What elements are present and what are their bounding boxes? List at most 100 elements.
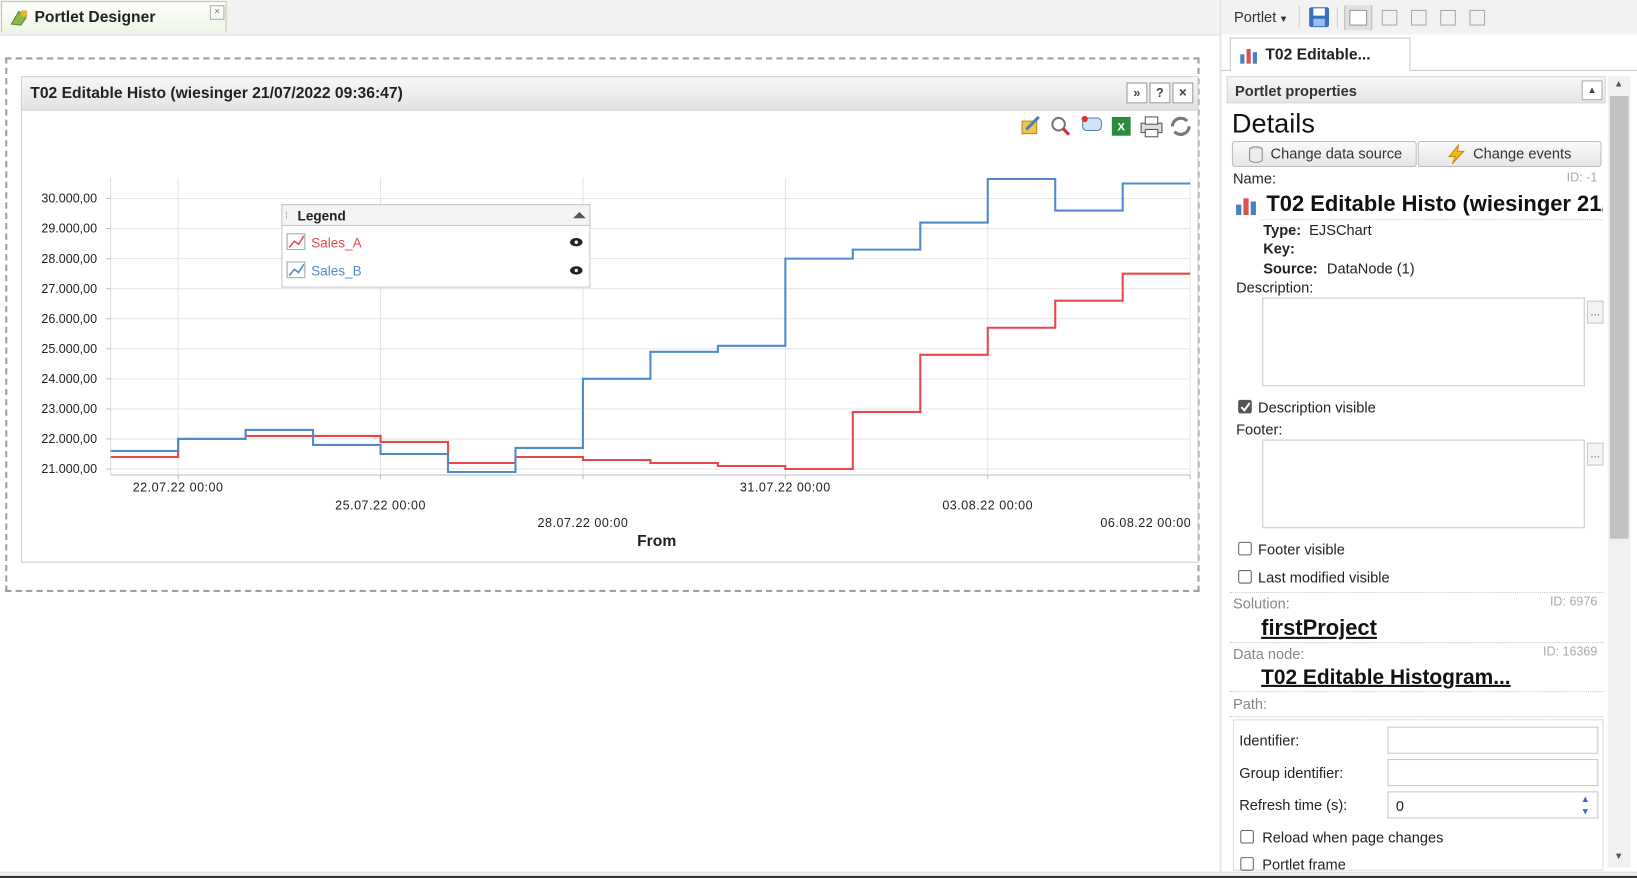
splitter [1219,0,1222,878]
scroll-down[interactable]: ▼ [1614,850,1624,862]
x-tick-label: 28.07.22 00:00 [538,516,629,530]
y-tick-label: 30.000,00 [41,192,97,206]
tab-close[interactable]: × [209,5,225,20]
type-label: Type: [1263,221,1302,239]
chart-toolbar: X [1021,115,1191,138]
spinner[interactable]: ▲ ▼ [1580,793,1590,817]
legend-item[interactable]: Sales_A [286,233,583,251]
y-tick-label: 21.000,00 [41,462,97,476]
x-tick-label: 25.07.22 00:00 [335,498,426,512]
footer-edit-button[interactable]: ... [1586,442,1604,466]
x-tick-label: 06.08.22 00:00 [1100,516,1191,530]
footer-visible-label: Footer visible [1258,540,1345,558]
change-data-source-button[interactable]: Change data source [1231,140,1417,168]
properties-tab-bar [1221,34,1637,71]
legend-icon-line [288,235,305,248]
status-bar [0,871,1637,878]
footer-input[interactable] [1262,439,1585,529]
y-tick-label: 24.000,00 [41,372,97,386]
refresh-icon[interactable] [1170,116,1191,136]
refresh-time-value: 0 [1395,797,1404,815]
data-node-link[interactable]: T02 Editable Histogram... [1261,666,1511,690]
collapse-button[interactable]: ▲ [1581,80,1603,101]
legend: ⁞ Legend Sales_A Sales_B [281,204,591,288]
legend-label: Sales_B [311,264,362,279]
change-events-button[interactable]: Change events [1417,140,1602,168]
frame-label: Portlet frame [1262,856,1346,873]
legend-item[interactable]: Sales_B [286,261,583,279]
close-button[interactable]: × [1172,82,1194,104]
print-icon[interactable] [1140,116,1163,138]
legend-visibility-pupil [574,240,578,244]
x-tick-label: 31.07.22 00:00 [740,481,831,495]
save-icon[interactable] [1309,7,1330,28]
scroll-thumb[interactable] [1609,96,1629,539]
identifier-input[interactable] [1387,726,1599,754]
y-tick-label: 29.000,00 [41,222,97,236]
y-tick-label: 25.000,00 [41,342,97,356]
tab-icon [10,10,28,26]
source-label: Source: [1263,259,1318,277]
reload-checkbox[interactable] [1240,829,1254,844]
legend-title: Legend [298,208,346,223]
portlet: T02 Editable Histo (wiesinger 21/07/2022… [20,76,1199,563]
legend-header [281,204,591,227]
reload-label: Reload when page changes [1262,828,1444,846]
y-tick-label: 23.000,00 [41,402,97,416]
description-visible-checkbox[interactable] [1238,399,1252,414]
data-node-id: ID: 16369 [1542,644,1598,659]
toolbar-icons [1309,5,1486,31]
separator [1229,642,1604,644]
name-id: ID: -1 [1566,170,1598,185]
key-label: Key: [1263,240,1295,257]
legend-label: Sales_A [311,235,362,250]
lightning-icon [1447,144,1465,165]
legend-collapse[interactable] [573,211,586,219]
identifier-label: Identifier: [1239,731,1300,749]
description-edit-button[interactable]: ... [1586,300,1604,324]
edit-icon[interactable] [1021,115,1040,135]
y-tick-label: 28.000,00 [41,252,97,266]
type-value: EJSChart [1309,221,1372,239]
layout-icons[interactable] [1381,9,1486,26]
description-visible-label: Description visible [1258,398,1376,416]
solution-id: ID: 6976 [1549,594,1598,609]
scrollbar[interactable]: ▲ ▼ [1607,76,1631,868]
designer-tab[interactable]: Portlet Designer × [1,1,227,33]
footer-visible-checkbox[interactable] [1238,541,1252,556]
x-axis-title: From [637,533,676,550]
chart-icon [1240,49,1257,64]
expand-button[interactable]: » [1126,82,1148,104]
frame-checkbox[interactable] [1240,857,1254,871]
button-label: Change data source [1270,145,1403,162]
zoom-icon[interactable] [1051,116,1071,136]
comment-icon[interactable] [1081,115,1102,132]
refresh-time-input[interactable]: 0 ▲ ▼ [1387,791,1599,819]
portlet-menu[interactable]: Portlet ▼ [1234,8,1289,26]
bottom-border [0,875,1637,878]
solution-link[interactable]: firstProject [1261,615,1377,640]
excel-icon[interactable]: X [1111,116,1131,136]
separator [1229,716,1604,718]
svg-text:X: X [1117,122,1125,134]
help-button[interactable]: ? [1149,82,1171,104]
footer-label: Footer: [1236,420,1283,438]
properties-header: Portlet properties ▲ [1226,76,1606,104]
last-modified-checkbox[interactable] [1238,570,1252,584]
layout-icon[interactable] [1344,5,1373,31]
portlet-name: T02 Editable Histo (wiesinger 21/ [1266,192,1603,217]
scroll-up[interactable]: ▲ [1614,78,1624,89]
chart: 21.000,00 22.000,00 23.000,00 24.000,00 25.0… [41,177,1191,550]
separator [1229,591,1604,593]
description-label: Description: [1236,278,1314,296]
legend-icon-line [288,263,305,277]
group-identifier-input[interactable] [1387,758,1599,787]
portlet-header: T02 Editable Histo (wiesinger 21/07/2022… [21,77,1198,111]
separator [1261,219,1603,221]
properties-tab[interactable]: T02 Editable... [1229,37,1411,71]
description-input[interactable] [1262,297,1585,387]
portlet-title: T02 Editable Histo (wiesinger 21/07/2022… [30,84,403,103]
y-tick-label: 27.000,00 [41,282,97,296]
group-identifier-label: Group identifier: [1239,764,1344,781]
